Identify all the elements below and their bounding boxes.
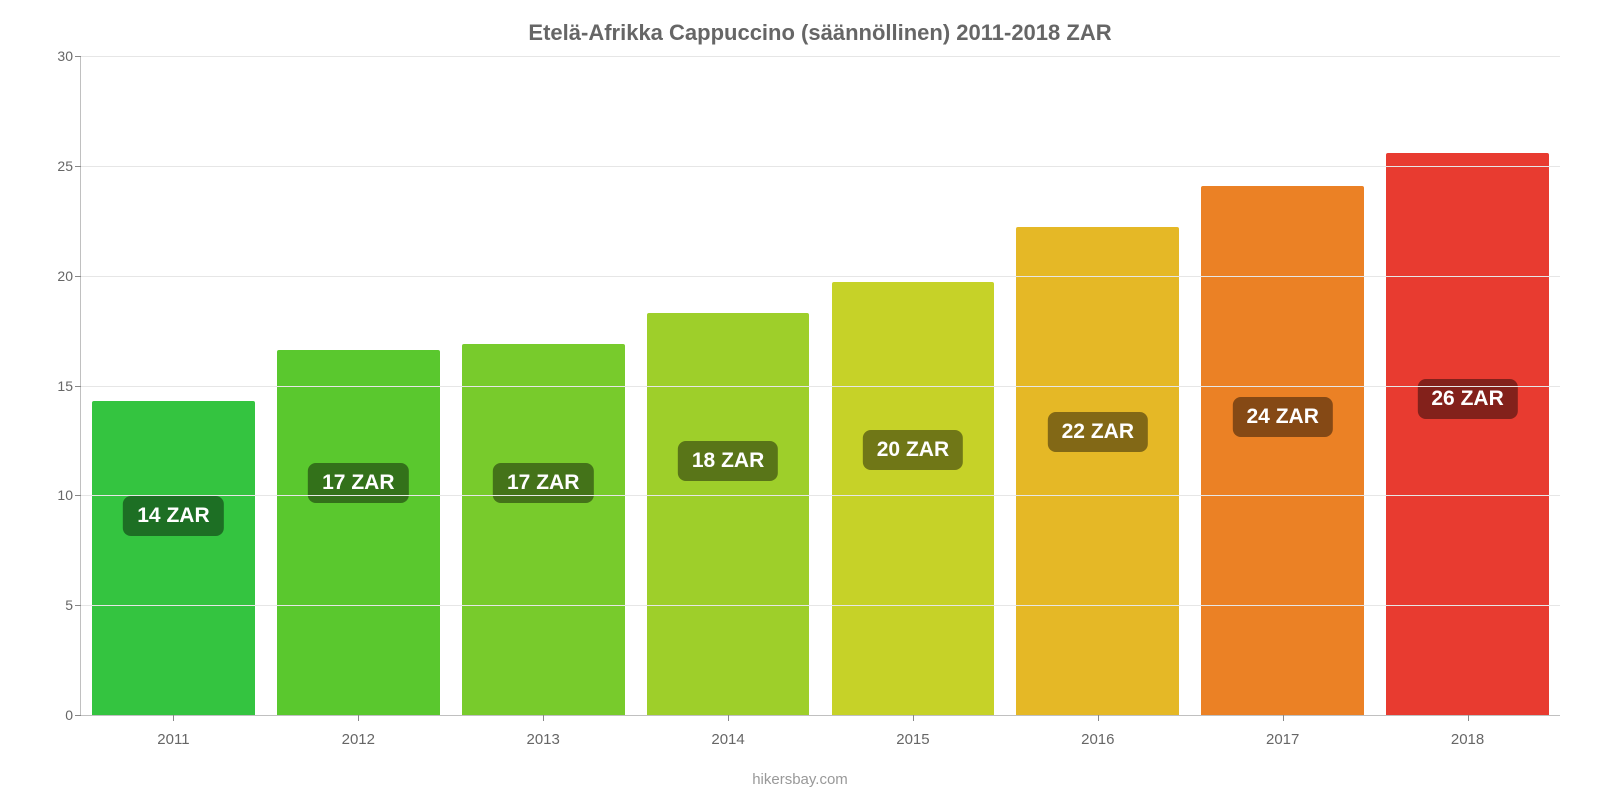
- y-tick-mark: [75, 605, 81, 606]
- x-tick-label: 2016: [1081, 731, 1114, 748]
- chart-title: Etelä-Afrikka Cappuccino (säännöllinen) …: [80, 20, 1560, 46]
- x-tick-mark: [358, 715, 359, 721]
- x-tick-mark: [543, 715, 544, 721]
- bar-value-label: 24 ZAR: [1233, 397, 1333, 437]
- y-tick-mark: [75, 56, 81, 57]
- gridline: [81, 166, 1560, 167]
- y-tick-mark: [75, 166, 81, 167]
- plot-area: 14 ZAR201117 ZAR201217 ZAR201318 ZAR2014…: [80, 56, 1560, 716]
- x-tick-label: 2011: [157, 731, 189, 748]
- x-tick-label: 2017: [1266, 731, 1299, 748]
- y-tick-label: 25: [45, 158, 73, 174]
- attribution-text: hikersbay.com: [752, 771, 848, 788]
- x-tick-mark: [1098, 715, 1099, 721]
- y-tick-label: 5: [45, 597, 73, 613]
- y-tick-mark: [75, 715, 81, 716]
- bar: [277, 350, 440, 715]
- x-tick-mark: [1283, 715, 1284, 721]
- x-tick-label: 2018: [1451, 731, 1484, 748]
- bar-value-label: 14 ZAR: [123, 496, 223, 536]
- x-tick-mark: [728, 715, 729, 721]
- x-tick-label: 2014: [711, 731, 744, 748]
- bar: [832, 282, 995, 715]
- gridline: [81, 495, 1560, 496]
- x-tick-label: 2012: [342, 731, 375, 748]
- bar: [647, 313, 810, 715]
- x-tick-label: 2013: [527, 731, 560, 748]
- y-tick-mark: [75, 495, 81, 496]
- bar-value-label: 17 ZAR: [493, 463, 593, 503]
- x-tick-mark: [173, 715, 174, 721]
- gridline: [81, 56, 1560, 57]
- y-tick-label: 10: [45, 487, 73, 503]
- bar: [1386, 153, 1549, 715]
- y-tick-label: 20: [45, 268, 73, 284]
- bar: [1016, 227, 1179, 715]
- bar-value-label: 20 ZAR: [863, 430, 963, 470]
- bar: [92, 401, 255, 715]
- gridline: [81, 386, 1560, 387]
- bar-value-label: 17 ZAR: [308, 463, 408, 503]
- x-tick-label: 2015: [896, 731, 929, 748]
- bar: [462, 344, 625, 715]
- y-tick-label: 15: [45, 378, 73, 394]
- bar-chart: Etelä-Afrikka Cappuccino (säännöllinen) …: [0, 0, 1600, 800]
- bar: [1201, 186, 1364, 715]
- y-tick-label: 30: [45, 48, 73, 64]
- gridline: [81, 605, 1560, 606]
- y-tick-label: 0: [45, 707, 73, 723]
- bar-value-label: 18 ZAR: [678, 441, 778, 481]
- gridline: [81, 276, 1560, 277]
- y-tick-mark: [75, 386, 81, 387]
- bar-value-label: 22 ZAR: [1048, 412, 1148, 452]
- x-tick-mark: [913, 715, 914, 721]
- x-tick-mark: [1468, 715, 1469, 721]
- y-tick-mark: [75, 276, 81, 277]
